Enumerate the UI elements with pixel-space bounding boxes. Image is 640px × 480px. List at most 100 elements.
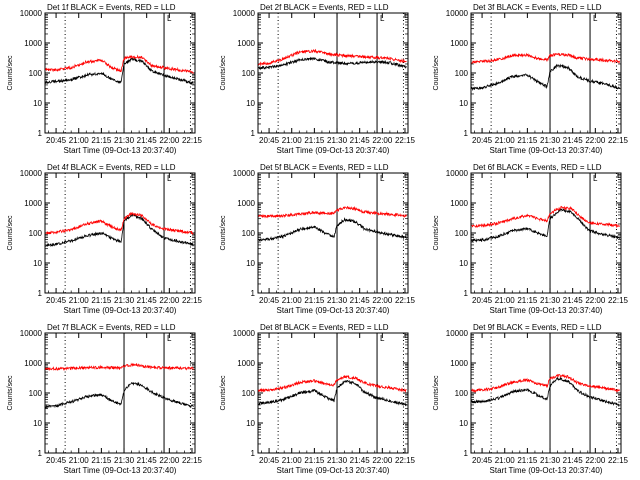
plot-frame [470, 172, 622, 294]
series-line-lld [45, 212, 194, 235]
x-tick-label: 21:30 [540, 296, 561, 305]
x-tick-label: 22:00 [372, 296, 393, 305]
x-tick-label: 22:00 [159, 296, 180, 305]
panel-title: Det 8f BLACK = Events, RED = LLD [260, 323, 389, 332]
y-tick-label: 10000 [233, 9, 256, 18]
series-line-lld [258, 48, 407, 67]
detector-panel-6: Det 6f BLACK = Events, RED = LLD 1 10 100 10… [433, 163, 629, 315]
y-tick-label: 1000 [24, 199, 42, 208]
y-tick-label: 10 [246, 99, 255, 108]
y-tick-label: 1000 [24, 359, 42, 368]
y-axis-label: Counts/sec [7, 55, 14, 91]
x-tick-label: 22:00 [372, 136, 393, 145]
y-tick-label: 100 [29, 229, 43, 238]
panel-title: Det 7f BLACK = Events, RED = LLD [47, 323, 176, 332]
x-tick-label: 21:45 [563, 456, 584, 465]
y-tick-label: 10 [246, 259, 255, 268]
series-line-lld [258, 205, 407, 219]
x-tick-label: 22:15 [395, 296, 416, 305]
y-tick-label: 1 [251, 449, 256, 458]
x-tick-label: 21:15 [304, 136, 325, 145]
series-line-lld [45, 54, 194, 74]
plot-frame [257, 12, 409, 134]
x-tick-label: 22:00 [585, 456, 606, 465]
x-tick-label: 21:45 [563, 296, 584, 305]
detector-panel-1: Det 1f BLACK = Events, RED = LLD 1 10 100 10… [7, 3, 203, 155]
panel-title: Det 6f BLACK = Events, RED = LLD [473, 163, 602, 172]
x-tick-label: 21:45 [350, 136, 371, 145]
series-line-events [258, 217, 407, 242]
x-axis-label: Start Time (09-Oct-13 20:37:40) [490, 306, 603, 315]
y-axis-label: Counts/sec [7, 375, 14, 411]
x-tick-label: 21:00 [282, 456, 303, 465]
x-tick-label: 21:15 [91, 456, 112, 465]
y-tick-label: 10 [246, 419, 255, 428]
y-tick-label: 10000 [233, 169, 256, 178]
corner-mark: L [167, 174, 172, 183]
x-axis-label: Start Time (09-Oct-13 20:37:40) [277, 466, 390, 475]
x-tick-label: 20:45 [46, 296, 67, 305]
y-tick-label: 100 [242, 229, 256, 238]
series-line-events [45, 381, 194, 410]
panel-title: Det 9f BLACK = Events, RED = LLD [473, 323, 602, 332]
x-tick-label: 22:15 [608, 136, 629, 145]
y-tick-label: 10000 [446, 329, 469, 338]
y-tick-label: 10000 [20, 329, 43, 338]
y-tick-label: 1 [251, 129, 256, 138]
y-tick-label: 1 [38, 129, 43, 138]
series-line-events [471, 376, 620, 407]
x-tick-label: 20:45 [46, 136, 67, 145]
y-tick-label: 10 [459, 419, 468, 428]
y-tick-label: 10000 [233, 329, 256, 338]
x-tick-label: 21:00 [282, 296, 303, 305]
x-tick-label: 20:45 [259, 456, 280, 465]
x-tick-label: 21:00 [495, 296, 516, 305]
x-tick-label: 21:00 [69, 136, 90, 145]
y-tick-label: 1 [464, 289, 469, 298]
y-tick-label: 10 [459, 99, 468, 108]
y-tick-label: 10 [33, 259, 42, 268]
x-tick-label: 21:45 [350, 296, 371, 305]
x-tick-label: 21:00 [495, 456, 516, 465]
y-tick-label: 100 [455, 389, 469, 398]
y-tick-label: 10 [33, 99, 42, 108]
corner-mark: L [380, 174, 385, 183]
x-tick-label: 21:30 [540, 456, 561, 465]
y-tick-label: 10 [459, 259, 468, 268]
x-tick-label: 22:15 [182, 296, 203, 305]
panel-title: Det 3f BLACK = Events, RED = LLD [473, 3, 602, 12]
x-tick-label: 21:45 [350, 456, 371, 465]
series-line-events [45, 57, 194, 86]
detector-panel-4: Det 4f BLACK = Events, RED = LLD 1 10 100 10… [7, 163, 203, 315]
x-tick-label: 21:15 [304, 456, 325, 465]
x-tick-label: 21:45 [137, 296, 158, 305]
x-tick-label: 21:30 [327, 456, 348, 465]
y-tick-label: 1000 [237, 39, 255, 48]
panel-title: Det 4f BLACK = Events, RED = LLD [47, 163, 176, 172]
detector-panel-8: Det 8f BLACK = Events, RED = LLD 1 10 100 10… [220, 323, 416, 475]
x-axis-label: Start Time (09-Oct-13 20:37:40) [64, 466, 177, 475]
corner-mark: L [593, 334, 598, 343]
corner-mark: L [380, 14, 385, 23]
corner-mark: L [380, 334, 385, 343]
y-tick-label: 100 [242, 389, 256, 398]
x-tick-label: 20:45 [472, 136, 493, 145]
detector-panel-7: Det 7f BLACK = Events, RED = LLD 1 10 100 10… [7, 323, 203, 475]
x-tick-label: 21:15 [517, 136, 538, 145]
x-tick-label: 21:00 [69, 296, 90, 305]
x-tick-label: 21:45 [137, 136, 158, 145]
y-axis-label: Counts/sec [433, 55, 440, 91]
x-tick-label: 22:00 [159, 456, 180, 465]
x-tick-label: 22:00 [159, 136, 180, 145]
x-tick-label: 21:00 [282, 136, 303, 145]
x-tick-label: 22:15 [182, 456, 203, 465]
x-tick-label: 22:00 [585, 136, 606, 145]
detector-panel-9: Det 9f BLACK = Events, RED = LLD 1 10 100 10… [433, 323, 629, 475]
y-axis-label: Counts/sec [433, 375, 440, 411]
x-tick-label: 20:45 [259, 296, 280, 305]
series-line-events [258, 379, 407, 407]
x-tick-label: 21:30 [114, 456, 135, 465]
y-tick-label: 10000 [20, 169, 43, 178]
x-tick-label: 21:30 [327, 136, 348, 145]
plot-frame [44, 332, 196, 454]
